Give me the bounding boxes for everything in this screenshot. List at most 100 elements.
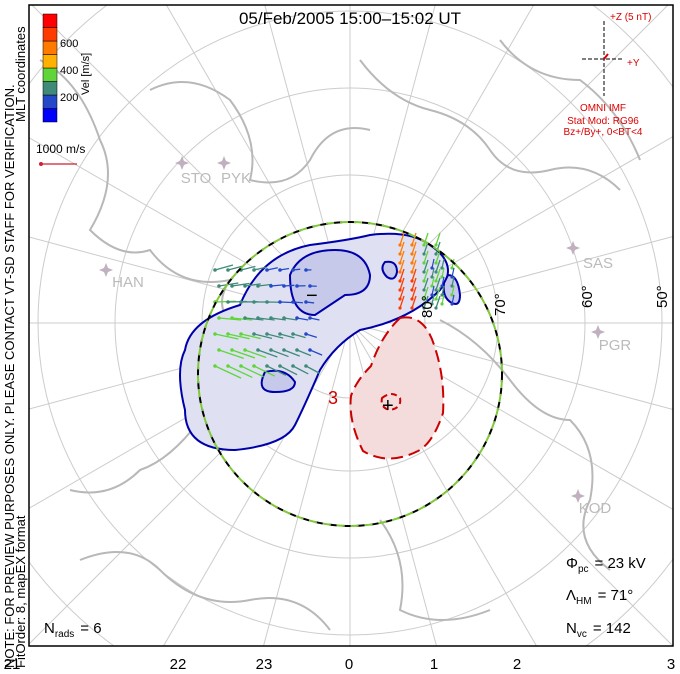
meridian-line bbox=[163, 322, 351, 646]
velocity-vector bbox=[240, 333, 261, 340]
velocity-vector bbox=[279, 267, 290, 271]
station-star-icon bbox=[571, 489, 585, 503]
velocity-vector bbox=[257, 283, 273, 287]
velocity-vector bbox=[305, 365, 320, 374]
mlt-tick: 0 bbox=[345, 656, 353, 673]
velocity-vector bbox=[279, 365, 298, 376]
velocity-vector bbox=[411, 259, 417, 273]
velocity-vector bbox=[283, 284, 295, 287]
velocity-vector bbox=[435, 250, 441, 264]
velocity-vector bbox=[435, 277, 441, 291]
velocity-vector bbox=[218, 349, 244, 360]
mlt-tick: 22 bbox=[170, 656, 187, 673]
velocity-vector bbox=[423, 295, 429, 309]
velocity-vector bbox=[423, 232, 429, 246]
vector-scale-dot bbox=[39, 162, 43, 166]
velocity-vector bbox=[435, 268, 441, 282]
velocity-vector bbox=[423, 268, 429, 282]
stat-n-vc: Nvc = 142 bbox=[566, 620, 631, 640]
velocity-vector bbox=[441, 258, 445, 269]
lat-label-60: 60° bbox=[579, 285, 596, 308]
velocity-vector bbox=[435, 232, 441, 246]
velocity-vector bbox=[441, 267, 445, 278]
velocity-vector bbox=[257, 349, 278, 358]
imf-y-label: +Y bbox=[627, 58, 640, 69]
velocity-vector bbox=[435, 295, 441, 309]
velocity-vector bbox=[227, 365, 253, 379]
velocity-vector bbox=[266, 365, 287, 376]
svg-text:Nvc= 142: Nvc = 142 bbox=[566, 620, 631, 640]
velocity-vector bbox=[292, 365, 309, 375]
station-star-icon bbox=[175, 156, 189, 170]
velocity-vector bbox=[399, 232, 405, 246]
colorbar-segment bbox=[42, 40, 58, 55]
velocity-vector bbox=[257, 317, 275, 321]
stat-model: Stat Mod: RG96 bbox=[567, 116, 639, 127]
stat-lambda-hm: ΛHM = 71° bbox=[566, 587, 633, 607]
colorbar-segment bbox=[42, 108, 58, 123]
velocity-vector bbox=[399, 259, 405, 273]
velocity-vector bbox=[411, 286, 417, 300]
velocity-vector bbox=[270, 284, 284, 287]
positive-convection-cell bbox=[349, 316, 445, 460]
velocity-vector bbox=[441, 276, 445, 287]
svg-text:Nrads= 6: Nrads = 6 bbox=[44, 620, 102, 640]
station-star-icon bbox=[217, 156, 231, 170]
velocity-vector bbox=[411, 268, 417, 282]
velocity-vector bbox=[231, 317, 253, 321]
velocity-vector bbox=[283, 317, 298, 321]
velocity-vector bbox=[399, 286, 405, 300]
colorbar-segment bbox=[42, 13, 58, 28]
colorbar-segment bbox=[42, 27, 58, 42]
velocity-vector bbox=[292, 301, 303, 304]
velocity-vector bbox=[253, 266, 267, 271]
imf-condition: Bz+/By+, 0<BT<4 bbox=[564, 127, 643, 138]
velocity-vector bbox=[431, 285, 435, 296]
velocity-vector bbox=[240, 365, 264, 378]
velocity-vector bbox=[309, 317, 320, 321]
station-pyk: PYK bbox=[217, 156, 251, 187]
velocity-vector bbox=[218, 317, 242, 321]
colorbar-tick-400: 400 bbox=[60, 65, 78, 77]
meridian-line bbox=[263, 322, 351, 646]
velocity-colorbar bbox=[42, 13, 58, 123]
velocity-vector bbox=[244, 317, 264, 321]
velocity-vector bbox=[411, 295, 417, 309]
velocity-vector bbox=[279, 333, 295, 339]
velocity-vector bbox=[399, 241, 405, 255]
velocity-vector bbox=[292, 333, 306, 339]
imf-source: OMNI IMF bbox=[580, 103, 626, 114]
colorbar-segment bbox=[42, 67, 58, 82]
velocity-vector bbox=[399, 277, 405, 291]
fit-order-label: FitOrder: 8, mapEX format bbox=[13, 515, 28, 668]
colorbar-tick-200: 200 bbox=[60, 92, 78, 104]
velocity-vector bbox=[214, 264, 234, 271]
velocity-vector bbox=[423, 250, 429, 264]
velocity-vector bbox=[431, 258, 435, 269]
station-pgr: PGR bbox=[591, 325, 631, 354]
velocity-vector bbox=[451, 285, 455, 296]
negative-convection-cell bbox=[179, 232, 449, 452]
velocity-vector bbox=[411, 241, 417, 255]
velocity-vector bbox=[296, 317, 309, 321]
coastlines bbox=[39, 39, 641, 631]
velocity-vectors bbox=[213, 232, 455, 379]
station-label: PGR bbox=[599, 337, 632, 354]
velocity-vector bbox=[266, 333, 284, 339]
velocity-vector bbox=[399, 250, 405, 264]
velocity-vector bbox=[214, 365, 242, 379]
svg-text:Φpc= 23 kV: Φpc = 23 kV bbox=[566, 555, 646, 575]
colorbar-segment bbox=[42, 54, 58, 69]
velocity-vector bbox=[231, 349, 256, 359]
velocity-vector bbox=[214, 333, 239, 340]
velocity-vector bbox=[296, 349, 312, 357]
lat-label-50: 50° bbox=[654, 285, 671, 308]
colorbar-label: Vel [m/s] bbox=[80, 53, 92, 95]
lat-label-70: 70° bbox=[492, 293, 509, 316]
coordinates-label: MLT coordinates bbox=[13, 26, 28, 122]
velocity-vector bbox=[266, 267, 278, 271]
velocity-vector bbox=[244, 349, 267, 359]
station-label: SAS bbox=[583, 255, 613, 272]
station-han: HAN bbox=[99, 263, 144, 291]
velocity-vector bbox=[305, 301, 315, 304]
